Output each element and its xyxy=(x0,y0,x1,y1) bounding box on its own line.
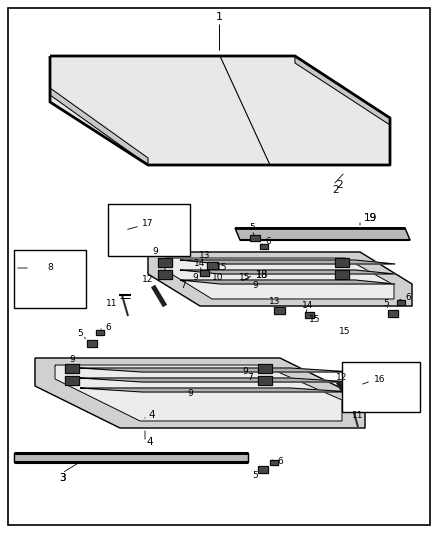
Polygon shape xyxy=(207,262,218,269)
Text: 18: 18 xyxy=(256,270,268,280)
Text: 2: 2 xyxy=(333,185,339,195)
Polygon shape xyxy=(96,330,104,335)
Text: 13: 13 xyxy=(199,251,211,260)
Text: 14: 14 xyxy=(194,260,206,269)
Text: 8: 8 xyxy=(47,263,53,272)
Text: 14: 14 xyxy=(302,302,314,311)
Polygon shape xyxy=(148,240,158,246)
Bar xyxy=(14,250,86,308)
Text: 6: 6 xyxy=(105,322,111,332)
Polygon shape xyxy=(128,237,140,245)
Text: 4: 4 xyxy=(147,437,153,447)
Polygon shape xyxy=(305,312,314,318)
Text: 9: 9 xyxy=(192,273,198,282)
Polygon shape xyxy=(165,258,394,299)
Text: 15: 15 xyxy=(216,263,228,272)
Polygon shape xyxy=(50,56,390,165)
Text: 12: 12 xyxy=(336,373,348,382)
Polygon shape xyxy=(158,270,172,279)
Polygon shape xyxy=(335,270,349,279)
Text: 16: 16 xyxy=(374,376,386,384)
Polygon shape xyxy=(180,280,395,284)
Text: 7: 7 xyxy=(247,374,253,383)
Text: 15: 15 xyxy=(339,327,351,336)
Text: 5: 5 xyxy=(252,472,258,481)
Text: 9: 9 xyxy=(252,280,258,289)
Text: 19: 19 xyxy=(364,213,377,223)
Polygon shape xyxy=(335,258,349,267)
Text: 10: 10 xyxy=(212,273,224,282)
Polygon shape xyxy=(295,56,390,125)
Polygon shape xyxy=(80,368,352,372)
Polygon shape xyxy=(374,397,384,403)
Text: 2: 2 xyxy=(337,180,343,190)
Polygon shape xyxy=(258,466,268,473)
Text: 12: 12 xyxy=(142,276,154,285)
Text: 4: 4 xyxy=(148,410,155,420)
Text: 6: 6 xyxy=(265,238,271,246)
Text: 9: 9 xyxy=(69,356,75,365)
Polygon shape xyxy=(258,364,272,373)
Polygon shape xyxy=(148,252,412,306)
Text: 5: 5 xyxy=(249,223,255,232)
Text: 9: 9 xyxy=(242,367,248,376)
Bar xyxy=(342,362,420,412)
Text: 9: 9 xyxy=(187,389,193,398)
Bar xyxy=(108,204,190,256)
Polygon shape xyxy=(14,453,248,462)
Text: 6: 6 xyxy=(405,294,411,303)
Polygon shape xyxy=(274,307,285,314)
Text: 3: 3 xyxy=(59,473,65,483)
Polygon shape xyxy=(158,258,172,267)
Polygon shape xyxy=(65,364,79,373)
Text: 13: 13 xyxy=(269,297,281,306)
Text: 19: 19 xyxy=(364,213,377,223)
Polygon shape xyxy=(50,88,148,165)
Polygon shape xyxy=(180,260,395,264)
Text: 11: 11 xyxy=(106,298,118,308)
Text: 15: 15 xyxy=(309,316,321,325)
Polygon shape xyxy=(397,300,405,305)
Polygon shape xyxy=(358,395,370,403)
Polygon shape xyxy=(388,310,398,317)
Text: 5: 5 xyxy=(77,329,83,338)
Polygon shape xyxy=(80,378,352,382)
Polygon shape xyxy=(258,376,272,385)
Text: 9: 9 xyxy=(152,247,158,256)
Text: 15: 15 xyxy=(239,273,251,282)
Polygon shape xyxy=(87,340,97,347)
Polygon shape xyxy=(35,358,365,428)
Polygon shape xyxy=(250,235,260,241)
Polygon shape xyxy=(200,270,209,276)
Polygon shape xyxy=(180,270,395,274)
Polygon shape xyxy=(65,376,79,385)
Text: 18: 18 xyxy=(256,270,268,280)
Polygon shape xyxy=(235,228,410,240)
Text: 7: 7 xyxy=(180,280,186,289)
Text: 3: 3 xyxy=(59,473,65,483)
Text: 6: 6 xyxy=(277,457,283,466)
Polygon shape xyxy=(55,365,342,421)
Text: 1: 1 xyxy=(215,12,223,22)
Polygon shape xyxy=(30,278,42,286)
Polygon shape xyxy=(260,244,268,249)
Text: 17: 17 xyxy=(142,220,154,229)
Polygon shape xyxy=(270,460,278,465)
Text: 11: 11 xyxy=(352,410,364,419)
Text: 5: 5 xyxy=(383,298,389,308)
Polygon shape xyxy=(80,388,352,392)
